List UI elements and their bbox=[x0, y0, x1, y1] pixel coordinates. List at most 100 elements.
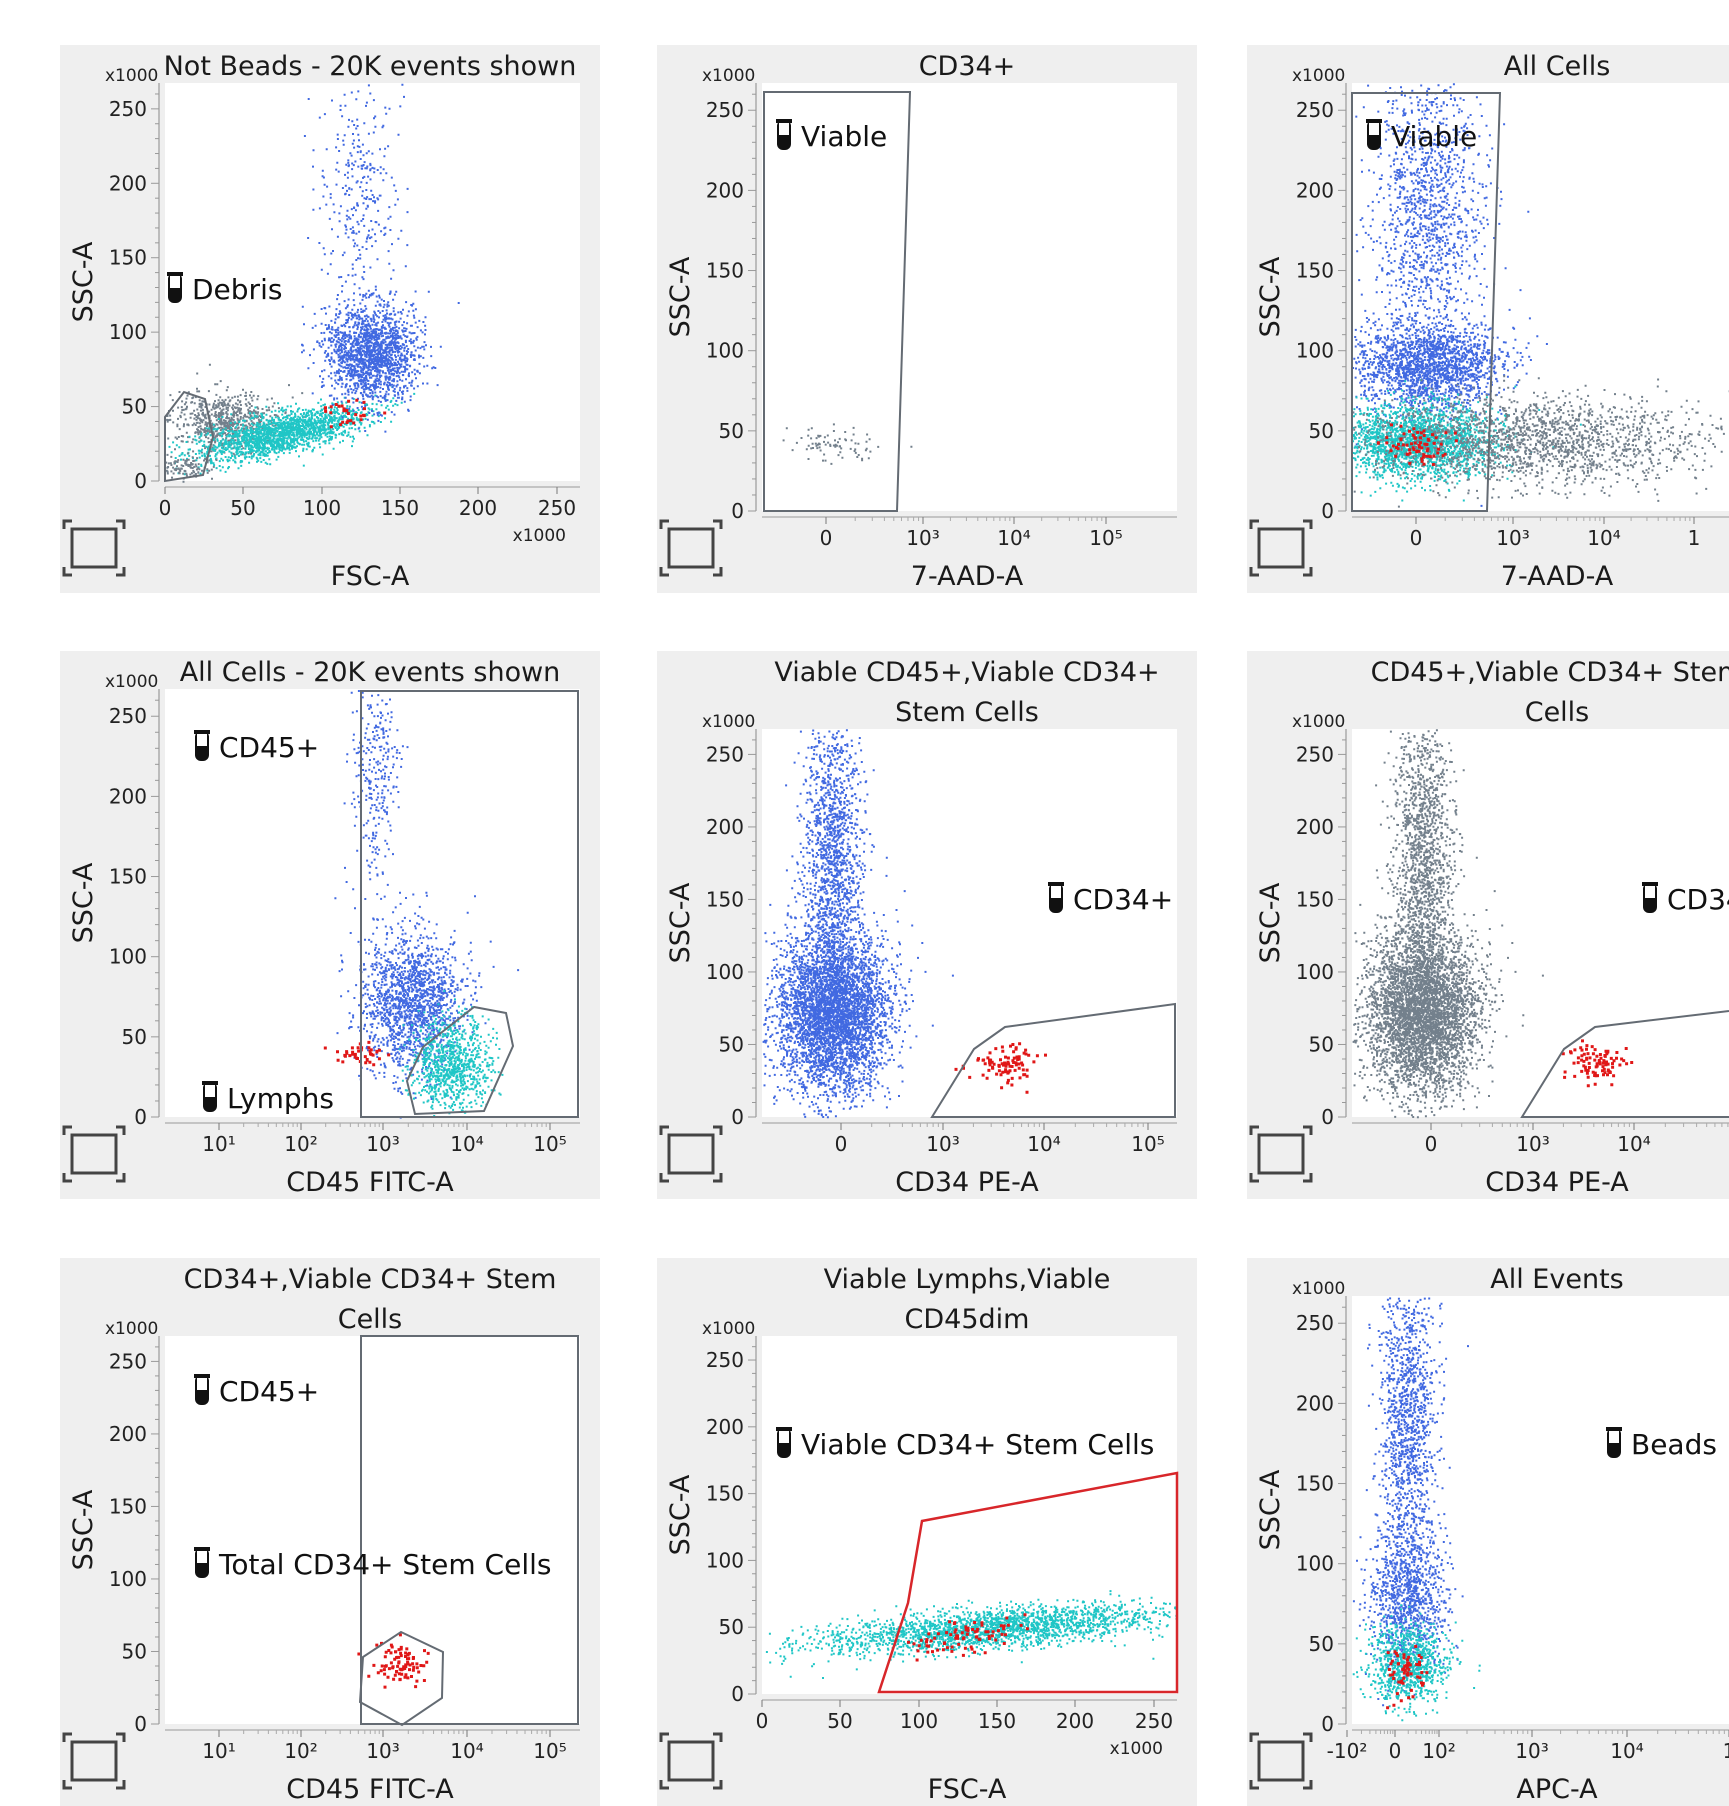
y-tick-label: 0 bbox=[1321, 1105, 1334, 1129]
y-tick-label: 100 bbox=[109, 945, 147, 969]
x-multiplier: x1000 bbox=[513, 526, 566, 546]
gate[interactable]: Viable bbox=[763, 91, 912, 512]
tube-icon bbox=[1048, 882, 1064, 913]
y-tick-label: 100 bbox=[109, 1567, 147, 1591]
zoom-frame-icon[interactable] bbox=[659, 519, 723, 577]
y-tick-label: 150 bbox=[109, 246, 147, 270]
y-tick-label: 50 bbox=[122, 395, 147, 419]
tube-icon bbox=[1606, 1427, 1622, 1458]
zoom-frame-icon[interactable] bbox=[1249, 519, 1313, 577]
x-tick-label: 10⁵ bbox=[1131, 1132, 1164, 1156]
x-tick-label: 1 bbox=[1688, 526, 1701, 550]
plot-svg: 0 50 100 150 200 250 x1000 0 50 100 150 200 250 x1000… bbox=[62, 51, 580, 592]
gate[interactable]: CD34+ bbox=[930, 882, 1176, 1118]
x-tick-label: 10³ bbox=[366, 1132, 399, 1156]
plot-svg: 0 50 100 150 200 250 x1000 0 10³ 10⁴ 10⁵ CD34 PE-A S… bbox=[659, 657, 1177, 1198]
y-tick-label: 50 bbox=[1309, 1032, 1334, 1056]
y-tick-label: 0 bbox=[1321, 1712, 1334, 1736]
gate-label: Viable bbox=[801, 120, 887, 153]
x-tick-label: 10⁴ bbox=[450, 1132, 483, 1156]
x-tick-label: 150 bbox=[978, 1709, 1016, 1733]
x-tick-label: 10³ bbox=[926, 1132, 959, 1156]
zoom-frame-icon[interactable] bbox=[62, 1732, 126, 1790]
x-tick-label: 200 bbox=[1056, 1709, 1094, 1733]
y-tick-label: 100 bbox=[1296, 960, 1334, 984]
plot-svg: 0 50 100 150 200 250 x1000 0 10³ 10⁴ 10⁵ 7-AAD-A SSC… bbox=[659, 51, 1177, 592]
y-tick-label: 200 bbox=[1296, 1391, 1334, 1415]
event-dots bbox=[323, 690, 520, 1119]
event-dots bbox=[765, 1590, 1178, 1679]
gate[interactable]: Beads bbox=[1606, 1427, 1717, 1461]
zoom-frame-icon[interactable] bbox=[1249, 1732, 1313, 1790]
x-tick-label: 10³ bbox=[1515, 1739, 1548, 1763]
zoom-frame-icon[interactable] bbox=[1249, 1125, 1313, 1183]
y-axis-label: SSC-A bbox=[665, 882, 696, 963]
population-teal bbox=[168, 386, 416, 476]
y-tick-label: 250 bbox=[1296, 98, 1334, 122]
y-axis-label: SSC-A bbox=[665, 256, 696, 337]
tube-icon bbox=[167, 272, 183, 303]
gate-label: CD45+ bbox=[219, 1375, 319, 1408]
chart-title: All Cells - 20K events shown bbox=[180, 657, 561, 688]
plot-panel-7: 0 50 100 150 200 250 x1000 10¹ 10² 10³ 10⁴ 10⁵ CD45 … bbox=[60, 1258, 600, 1806]
zoom-frame-icon[interactable] bbox=[659, 1125, 723, 1183]
x-tick-label: 10⁴ bbox=[1617, 1132, 1650, 1156]
y-tick-label: 200 bbox=[706, 1415, 744, 1439]
y-tick-label: 250 bbox=[706, 1348, 744, 1372]
x-tick-label: 10³ bbox=[1496, 526, 1529, 550]
x-tick-label: 100 bbox=[303, 496, 341, 520]
population-gray bbox=[166, 363, 316, 468]
plot-svg: 0 50 100 150 200 250 x1000 10¹ 10² 10³ 10⁴ 10⁵ CD45 … bbox=[62, 657, 580, 1198]
y-tick-label: 150 bbox=[109, 865, 147, 889]
x-tick-label: 50 bbox=[230, 496, 255, 520]
gate[interactable]: CD45+ bbox=[194, 690, 579, 1118]
gate[interactable]: CD34 bbox=[1520, 882, 1729, 1118]
gate-label: Beads bbox=[1631, 1428, 1717, 1461]
chart-title: All Cells bbox=[1504, 51, 1611, 82]
gate[interactable]: Debris bbox=[164, 272, 282, 483]
x-tick-label: 10¹ bbox=[202, 1132, 235, 1156]
event-dots bbox=[762, 729, 1047, 1119]
x-tick-label: 0 bbox=[835, 1132, 848, 1156]
x-axis-label: CD45 FITC-A bbox=[286, 1167, 454, 1198]
plot-svg: 0 50 100 150 200 250 x1000 -10² 0 10² 10³ 10⁴ 1 APC-A… bbox=[1249, 1264, 1729, 1805]
y-tick-label: 50 bbox=[122, 1025, 147, 1049]
gate[interactable]: Viable CD34+ Stem Cells bbox=[776, 1427, 1179, 1694]
y-tick-label: 250 bbox=[1296, 742, 1334, 766]
x-tick-label: 10³ bbox=[366, 1739, 399, 1763]
y-tick-label: 100 bbox=[706, 960, 744, 984]
x-tick-label: 1 bbox=[1723, 1739, 1729, 1763]
gate[interactable]: Total CD34+ Stem Cells bbox=[194, 1547, 551, 1727]
gate[interactable]: CD45+ bbox=[194, 1335, 579, 1725]
population-gray bbox=[1352, 875, 1544, 1119]
population-blue bbox=[336, 891, 520, 1119]
population-teal bbox=[398, 990, 504, 1117]
y-tick-label: 200 bbox=[109, 784, 147, 808]
x-tick-label: -10² bbox=[1327, 1739, 1368, 1763]
x-axis-label: CD34 PE-A bbox=[895, 1167, 1039, 1198]
x-tick-label: 0 bbox=[159, 496, 172, 520]
chart-title: Viable Lymphs,Viable bbox=[824, 1264, 1111, 1295]
plot-panel-4: 0 50 100 150 200 250 x1000 10¹ 10² 10³ 10⁴ 10⁵ CD45 … bbox=[60, 651, 600, 1199]
x-tick-label: 0 bbox=[1425, 1132, 1438, 1156]
zoom-frame-icon[interactable] bbox=[62, 1125, 126, 1183]
plot-svg: 050100150200250x1000010³10⁴1CD34 PE-ASSC… bbox=[1249, 657, 1729, 1198]
y-tick-label: 50 bbox=[1309, 419, 1334, 443]
plot-svg: 0 50 100 150 200 250 x1000 0 50 100 150 200 250 x1000… bbox=[659, 1264, 1179, 1805]
zoom-frame-icon[interactable] bbox=[62, 519, 126, 577]
plot-panel-6: 050100150200250x1000010³10⁴1CD34 PE-ASSC… bbox=[1247, 651, 1729, 1199]
zoom-frame-icon[interactable] bbox=[659, 1732, 723, 1790]
y-tick-label: 150 bbox=[1296, 259, 1334, 283]
y-tick-label: 0 bbox=[134, 1712, 147, 1736]
x-tick-label: 10³ bbox=[1516, 1132, 1549, 1156]
population-blue bbox=[762, 875, 954, 1119]
y-axis-label: SSC-A bbox=[665, 1474, 696, 1555]
gate[interactable]: Viable bbox=[1351, 92, 1502, 512]
y-axis-label: SSC-A bbox=[1255, 256, 1286, 337]
y-tick-label: 100 bbox=[109, 320, 147, 344]
y-axis-label: SSC-A bbox=[1255, 1469, 1286, 1550]
x-tick-label: 250 bbox=[538, 496, 576, 520]
gate[interactable]: Lymphs bbox=[202, 1005, 515, 1116]
population-blue bbox=[1355, 83, 1530, 507]
y-tick-label: 0 bbox=[134, 469, 147, 493]
